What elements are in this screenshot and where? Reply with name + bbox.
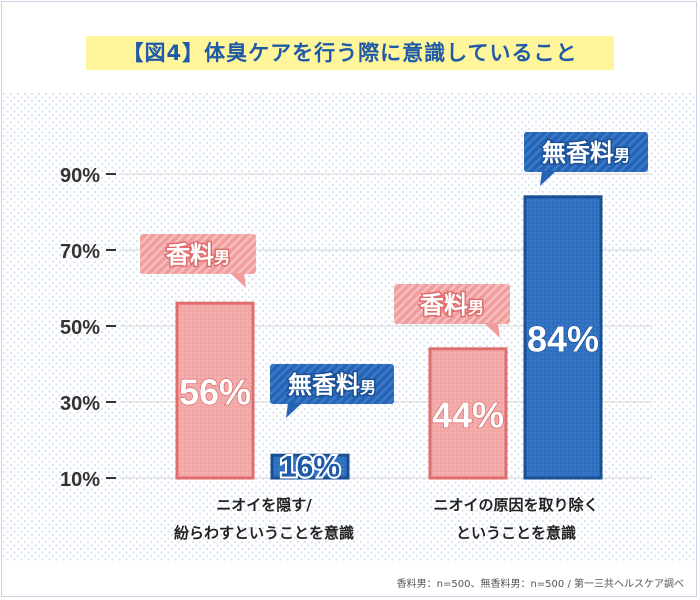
bar-kouryo-1 (175, 301, 255, 480)
bubble-label: 無香料男 (288, 371, 376, 399)
bubble-label-main: 無香料 (542, 139, 614, 167)
category-label: ということを意識 (456, 524, 576, 542)
legend-bubble-mukouryo: 無香料男 (524, 132, 648, 186)
bubble-tail (540, 171, 556, 186)
category-label: ニオイを隠す/ (216, 496, 312, 514)
bubble-tail (484, 323, 500, 338)
bubble-label: 香料男 (420, 291, 484, 319)
legend-bubble-kouryo: 香料男 (140, 234, 256, 288)
category-label: 紛らわすということを意識 (174, 524, 354, 542)
title-highlight (86, 36, 614, 70)
category-label: ニオイの原因を取り除く (433, 496, 598, 514)
y-tick-label: 50% (60, 317, 100, 339)
bar-mukouryo-2 (523, 195, 603, 480)
bubble-body (394, 284, 510, 324)
y-tick-label: 90% (60, 165, 100, 187)
chart-title: 【図4】体臭ケアを行う際に意識していること (122, 41, 578, 65)
y-tick-label: 10% (60, 469, 100, 491)
value-label: 56% (179, 372, 251, 413)
bubble-tail (286, 403, 302, 418)
legend-bubble-mukouryo: 無香料男 (270, 364, 394, 418)
bubble-body (270, 364, 394, 404)
chart-area: 10% 30% 50% 70% 90% 56% 44% 16% 84% 香料男 無香料男 香料男 無香… (2, 92, 696, 562)
y-tick-label: 70% (60, 241, 100, 263)
legend-bubble-kouryo: 香料男 (394, 284, 510, 338)
bubble-label-main: 無香料 (288, 371, 360, 399)
bubble-label: 香料男 (166, 241, 230, 269)
bubble-tail (230, 273, 246, 288)
y-tick-label: 30% (60, 393, 100, 415)
chart-svg: 10%30%50%70%90% 56%44%16%84%香料男無香料男香料男無香… (2, 92, 696, 562)
value-label: 16% (280, 451, 340, 484)
bubble-label-main: 香料 (420, 291, 468, 319)
bubble-label-suffix: 男 (360, 378, 376, 397)
value-label: 84% (527, 318, 599, 359)
footnote: 香料男：n=500、無香料男：n=500 / 第一三共ヘルスケア調べ (396, 579, 684, 590)
bubble-label-suffix: 男 (468, 298, 484, 317)
bubble-label: 無香料男 (542, 139, 630, 167)
bar-mukouryo-1 (270, 453, 350, 480)
bubble-label-suffix: 男 (214, 248, 230, 267)
bubble-label-main: 香料 (166, 241, 214, 269)
bubble-label-suffix: 男 (614, 146, 630, 165)
bubble-body (524, 132, 648, 172)
bar-kouryo-2 (428, 347, 508, 480)
bubble-body (140, 234, 256, 274)
value-label: 44% (432, 394, 504, 435)
